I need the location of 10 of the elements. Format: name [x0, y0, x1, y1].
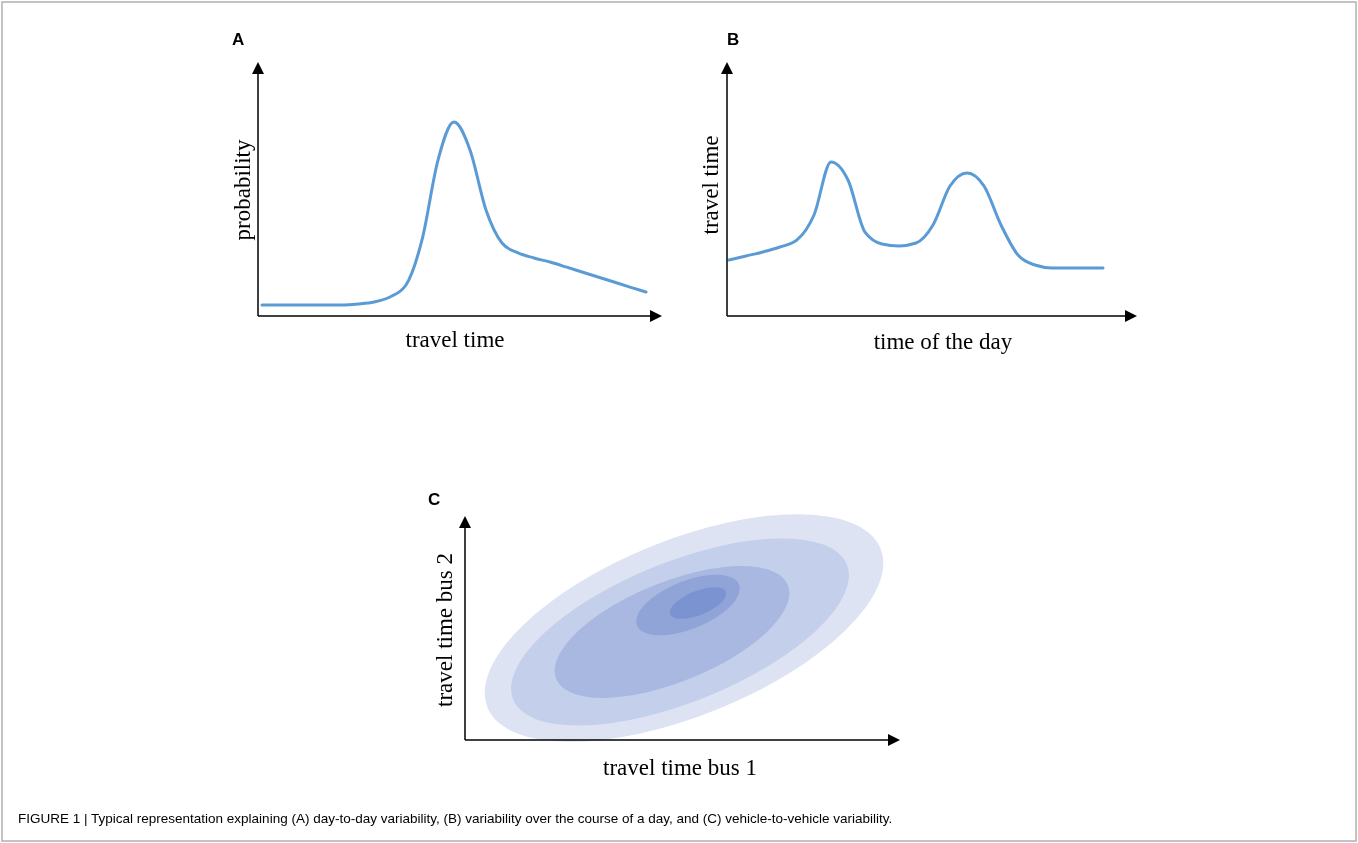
chart-title: B	[727, 30, 740, 49]
y-axis-title: probability	[230, 139, 255, 241]
caption: FIGURE 1 | Typical representation explaining (A) day-to-day variability, (B) variability over the course of a day, and (C) vehicle-to-vehicle variability.	[18, 811, 893, 826]
x-axis-title: time of the day	[873, 329, 1013, 354]
text: travel time bus 2	[432, 553, 457, 707]
text: C	[428, 490, 441, 509]
x-axis-title: travel time	[405, 327, 505, 352]
text: travel time bus 1	[603, 755, 757, 780]
y-axis-title: travel time	[698, 135, 723, 235]
chart-title: A	[232, 30, 245, 49]
